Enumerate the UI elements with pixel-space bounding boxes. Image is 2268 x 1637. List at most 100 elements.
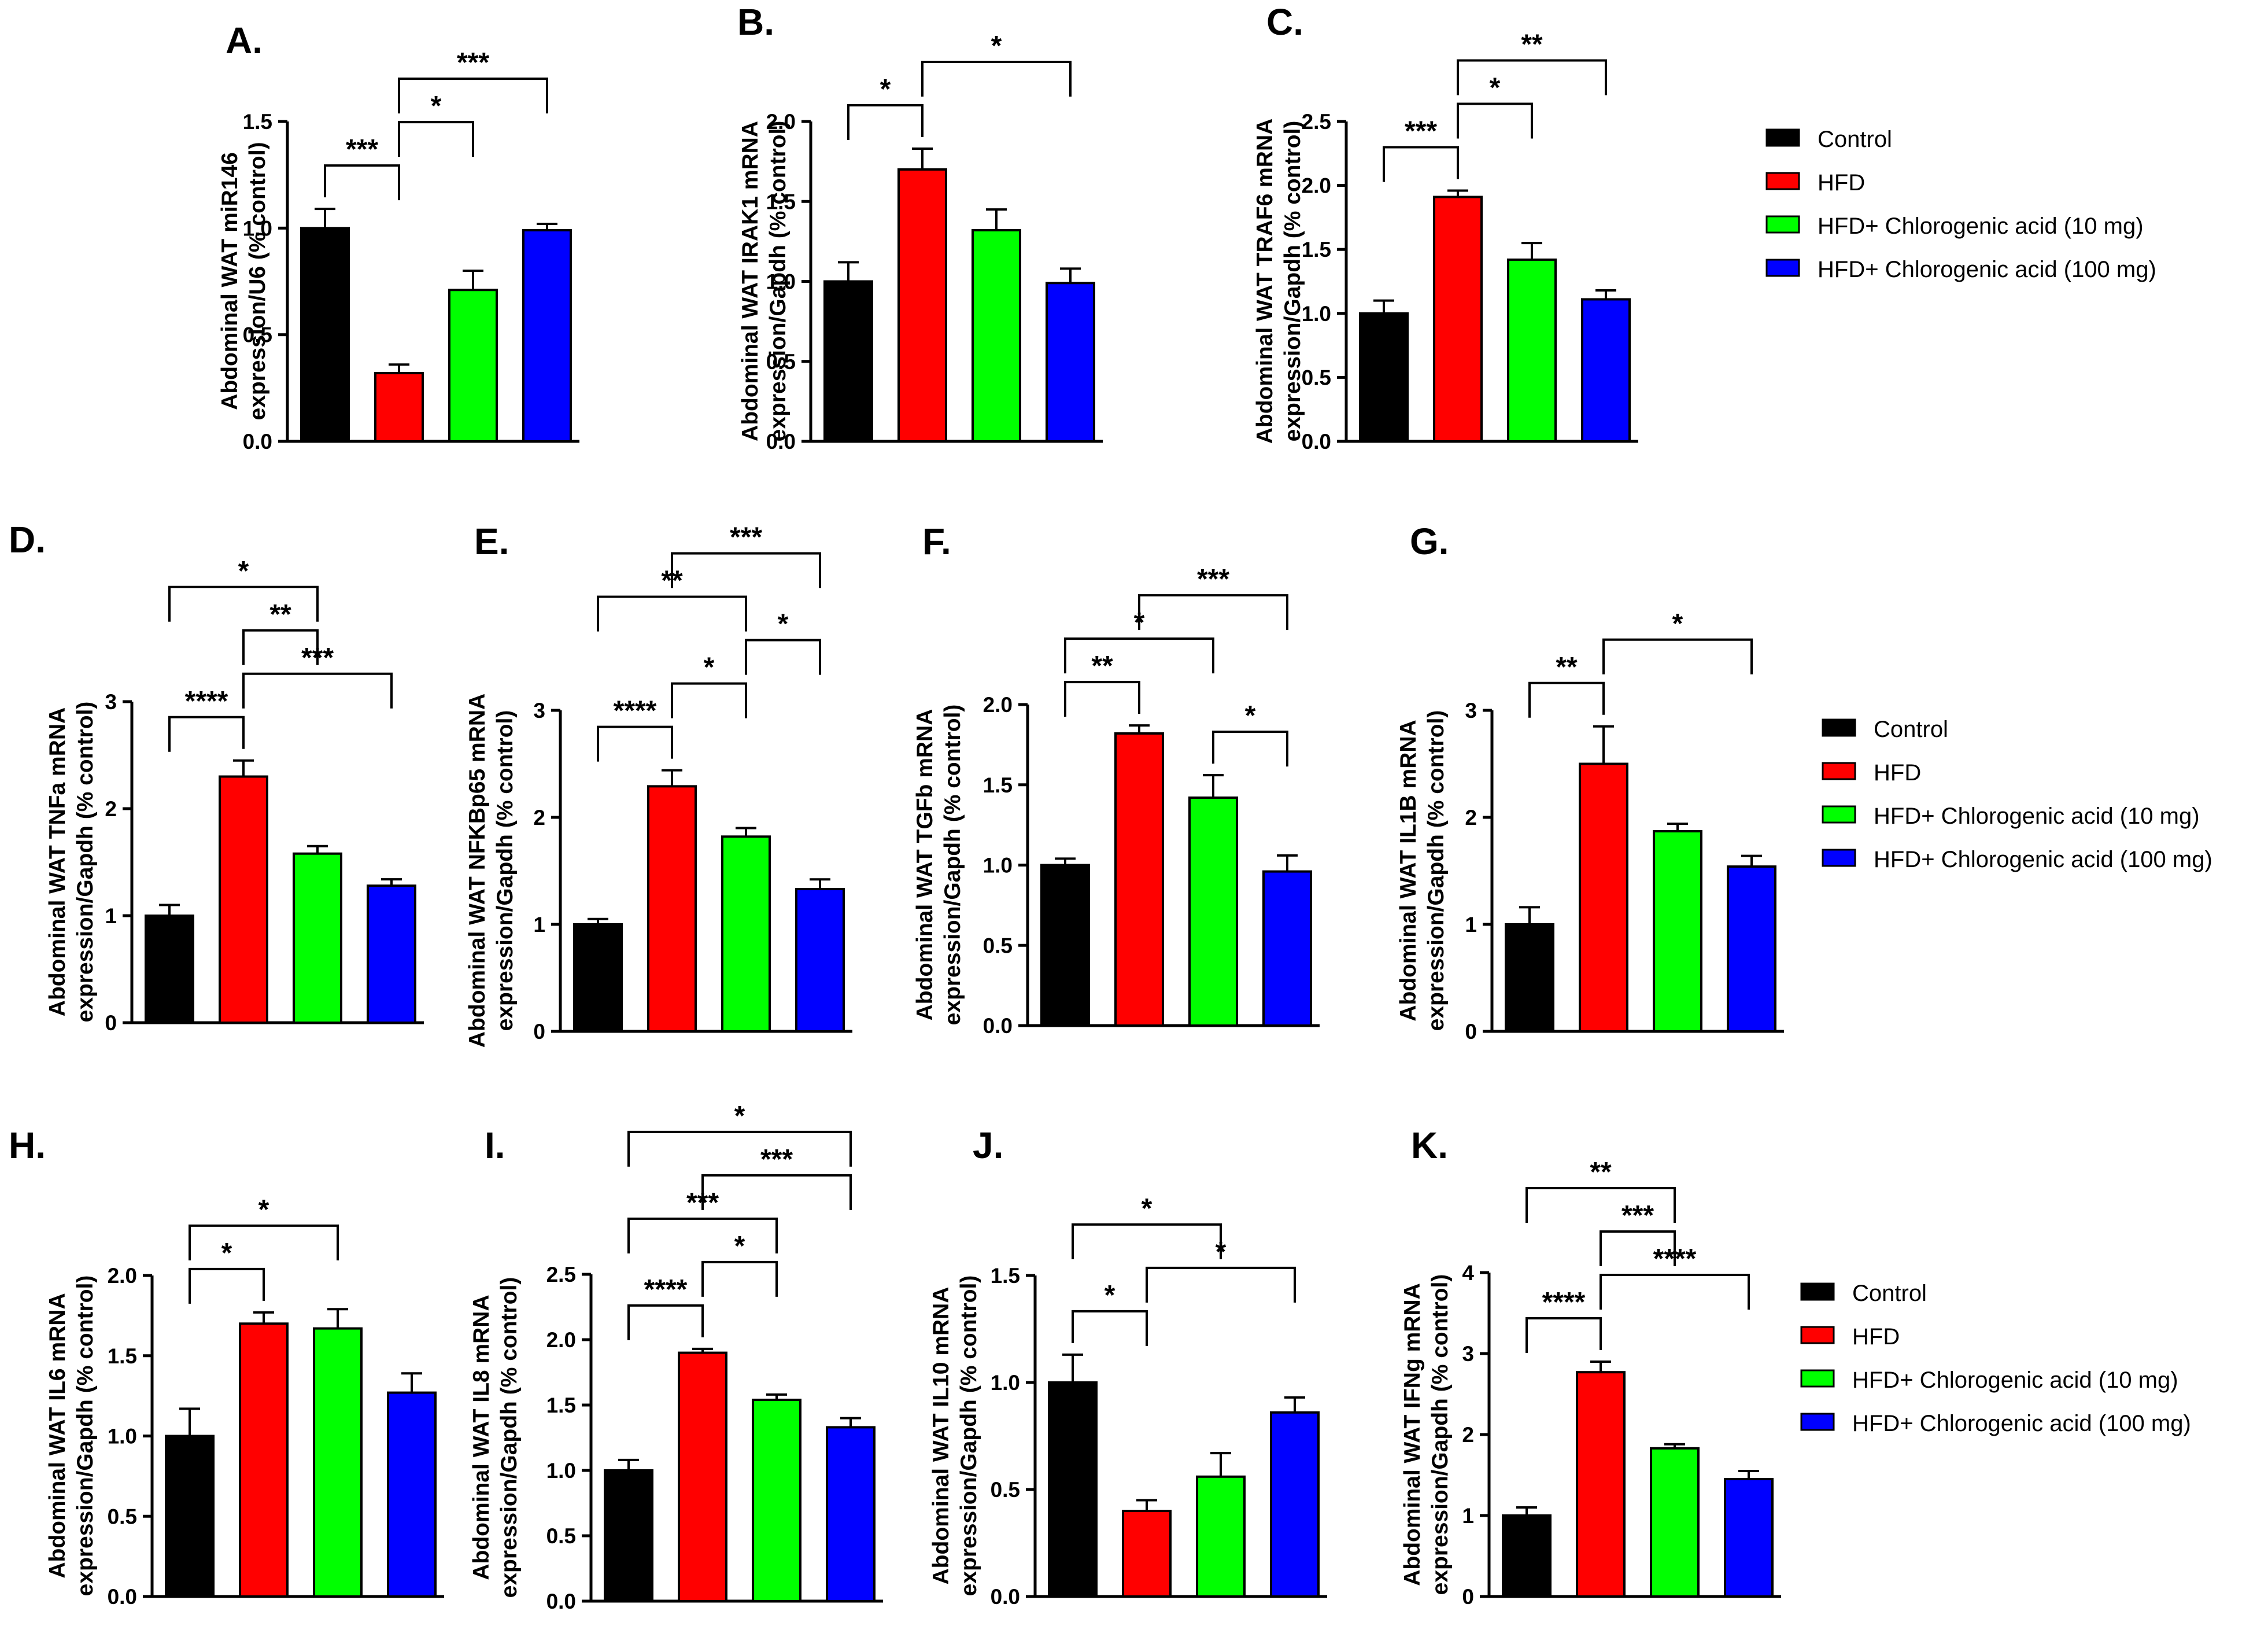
y-tick-label: 0.0 — [108, 1585, 137, 1609]
significance-label: *** — [760, 1144, 793, 1175]
significance-label: ** — [1521, 29, 1543, 60]
legend-label-cga100: HFD+ Chlorogenic acid (100 mg) — [1874, 847, 2212, 872]
chart-panel-b: B. Abdominal WAT IRAK1 mRNA expression/Gap… — [737, 1, 1103, 454]
significance-label: * — [431, 91, 442, 121]
significance-bracket — [189, 1267, 265, 1304]
significance-bracket — [168, 585, 319, 622]
bar-cga100 — [522, 229, 572, 443]
chart-panel-i: I. Abdominal WAT IL8 mRNA expression/Gapdh… — [469, 1101, 883, 1613]
legend-swatch-control — [1800, 1282, 1835, 1301]
bar-cga10 — [721, 835, 771, 1033]
y-axis-label: Abdominal WAT TNFa mRNA expression/Gapdh … — [45, 702, 98, 1023]
y-tick-label: 1.0 — [546, 1459, 576, 1483]
bar-cga100 — [1727, 865, 1776, 1033]
y-tick-label: 3 — [105, 690, 117, 714]
significance-bracket — [398, 78, 548, 114]
chart-panel-c: C. Abdominal WAT TRAF6 mRNA expression/Gap… — [1253, 1, 1638, 454]
bar-cga10 — [1653, 830, 1702, 1033]
legend-swatch-cga10 — [1822, 805, 1856, 824]
significance-label: ** — [1590, 1157, 1612, 1188]
significance-label: *** — [1621, 1200, 1654, 1231]
y-axis-label-line: Abdominal WAT TNFa mRNA — [45, 707, 70, 1016]
significance-bracket — [745, 639, 821, 675]
significance-bracket — [324, 164, 400, 201]
panel-label: E. — [474, 521, 509, 562]
y-tick-label: 3 — [1462, 1342, 1474, 1366]
y-tick-label: 0.5 — [1302, 366, 1331, 389]
legend-label-hfd: HFD — [1852, 1324, 1900, 1350]
significance-label: *** — [457, 47, 489, 78]
significance-label: * — [1672, 609, 1683, 639]
y-tick-label: 0.5 — [983, 934, 1013, 957]
panel-label: H. — [9, 1124, 46, 1166]
significance-bracket — [1064, 637, 1214, 674]
significance-label: * — [1142, 1193, 1153, 1224]
legend-label-cga100: HFD+ Chlorogenic acid (100 mg) — [1852, 1411, 2191, 1436]
y-tick-label: 1.5 — [546, 1393, 576, 1417]
y-tick-label: 0.0 — [983, 1014, 1013, 1038]
significance-label: * — [221, 1238, 232, 1269]
y-axis-label-line: expression/Gapdh (% control) — [497, 1277, 522, 1598]
bar-hfd — [239, 1322, 289, 1598]
bar-cga100 — [1262, 870, 1312, 1027]
legend-label-cga10: HFD+ Chlorogenic acid (10 mg) — [1874, 803, 2200, 829]
y-tick-label: 1.0 — [991, 1371, 1020, 1395]
y-tick-label: 1.5 — [243, 110, 272, 134]
bar-hfd — [897, 168, 947, 443]
bar-cga10 — [1507, 258, 1557, 443]
bar-control — [604, 1469, 653, 1602]
y-axis-label: Abdominal WAT IL6 mRNA expression/Gapdh (… — [45, 1275, 98, 1597]
bar-control — [1359, 312, 1409, 443]
significance-bracket — [1138, 594, 1288, 631]
significance-bracket — [1525, 1187, 1676, 1223]
bar-hfd — [1433, 196, 1483, 443]
bar-hfd — [1114, 732, 1164, 1027]
y-axis-label-line: Abdominal WAT IRAK1 mRNA — [738, 121, 763, 441]
significance-label: *** — [1197, 564, 1229, 595]
y-axis-label-line: expression/Gapdh (% control) — [766, 121, 791, 442]
y-tick-label: 2.0 — [546, 1328, 576, 1352]
bar-cga10 — [1196, 1475, 1246, 1598]
y-axis-label-line: expression/Gapdh (% control) — [493, 710, 518, 1031]
y-tick-label: 2 — [1462, 1423, 1474, 1447]
bar-cga100 — [387, 1391, 437, 1598]
legend-swatch-cga10 — [1765, 215, 1800, 234]
y-tick-label: 1 — [533, 913, 545, 937]
legend-label-hfd: HFD — [1818, 170, 1865, 196]
y-tick-label: 1.5 — [766, 190, 796, 213]
y-tick-label: 2 — [1465, 806, 1477, 829]
y-axis-label-line: Abdominal WAT IL8 mRNA — [469, 1295, 494, 1580]
y-axis-label-line: expression/Gapdh (% control) — [73, 1275, 98, 1597]
y-tick-label: 2.5 — [1302, 110, 1331, 134]
legend-3: Control HFD HFD+ Chlorogenic acid (10 mg) H… — [1800, 1281, 2191, 1436]
legend-label-control: Control — [1852, 1281, 1927, 1306]
bar-cga100 — [826, 1426, 876, 1602]
y-tick-label: 1 — [105, 904, 117, 928]
y-tick-label: 0.0 — [546, 1590, 576, 1613]
legend-swatch-cga100 — [1765, 259, 1800, 277]
y-tick-label: 0 — [1462, 1585, 1474, 1609]
significance-bracket — [1146, 1266, 1296, 1303]
y-tick-label: 0.0 — [243, 430, 272, 454]
y-axis-label-line: expression/Gapdh (% control) — [73, 702, 98, 1023]
significance-bracket — [1383, 146, 1459, 182]
legend-2: Control HFD HFD+ Chlorogenic acid (10 mg) H… — [1822, 717, 2212, 872]
bar-control — [1048, 1381, 1098, 1598]
y-axis-label: Abdominal WAT IL10 mRNA expression/Gapdh … — [929, 1275, 981, 1597]
significance-bracket — [1064, 681, 1140, 717]
legend-swatch-hfd — [1822, 762, 1856, 780]
significance-bracket — [847, 104, 924, 141]
y-tick-label: 2.5 — [546, 1263, 576, 1286]
y-axis-label: Abdominal WAT IL8 mRNA expression/Gapdh (… — [469, 1277, 522, 1598]
y-axis-label: Abdominal WAT TRAF6 mRNA expression/Gapdh… — [1253, 119, 1305, 444]
y-tick-label: 1.0 — [983, 854, 1013, 878]
chart-panel-e: E. Abdominal WAT NFKBp65 mRNA expression/G… — [465, 521, 852, 1048]
y-axis-label-line: Abdominal WAT IL1B mRNA — [1396, 720, 1421, 1021]
panel-label: C. — [1266, 1, 1303, 43]
significance-bracket — [398, 121, 474, 157]
chart-panel-g: G. Abdominal WAT IL1B mRNA expression/Gapd… — [1396, 521, 1784, 1044]
legend-swatch-cga100 — [1800, 1413, 1835, 1431]
legend-1: Control HFD HFD+ Chlorogenic acid (10 mg) H… — [1765, 127, 2156, 282]
y-tick-label: 4 — [1462, 1261, 1474, 1285]
